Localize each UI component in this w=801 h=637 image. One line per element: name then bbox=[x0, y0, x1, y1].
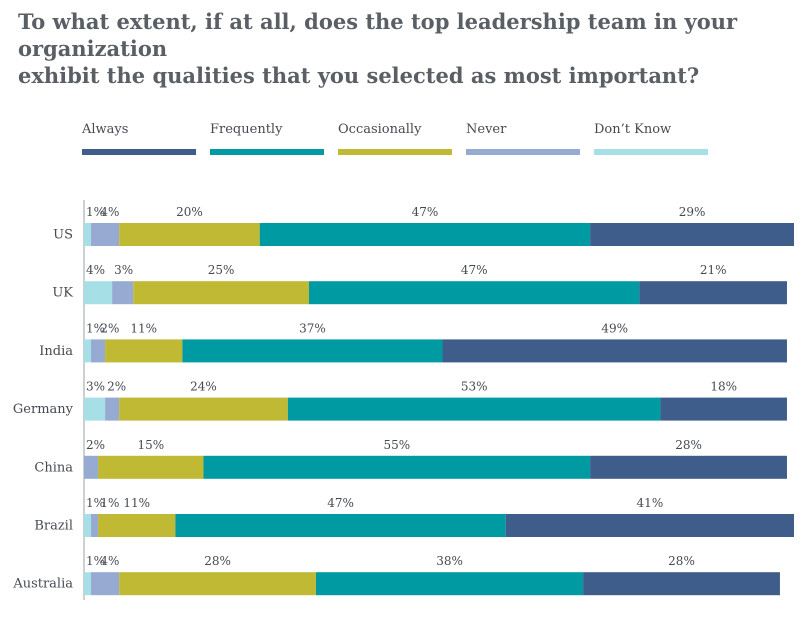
bar-segment-uk-occasionally bbox=[133, 281, 309, 305]
value-label-brazil-occasionally: 11% bbox=[123, 496, 150, 510]
bar-segment-brazil-always bbox=[505, 514, 794, 537]
value-label-us-frequently: 47% bbox=[412, 205, 439, 219]
bar-row-us: US 1%4% 20% 47% 29% bbox=[53, 205, 794, 246]
bar-segment-brazil-never bbox=[91, 514, 99, 537]
bar-segment-india-occasionally bbox=[105, 339, 183, 363]
value-label-us-never: 4% bbox=[100, 205, 119, 219]
bar-segment-us-never bbox=[91, 223, 120, 246]
bar-segment-australia-always bbox=[583, 572, 780, 596]
value-label-china-occasionally: 15% bbox=[137, 438, 164, 452]
bar-segment-germany-never bbox=[105, 397, 120, 421]
bar-row-germany: Germany 3% 2% 24% 53% 18% bbox=[13, 380, 787, 421]
value-label-india-occasionally: 11% bbox=[130, 321, 157, 335]
bar-segment-germany-don-t-know bbox=[84, 397, 106, 421]
legend-label-occasionally: Occasionally bbox=[338, 122, 422, 137]
legend-swatch-frequently bbox=[210, 149, 324, 155]
value-label-china-never: 2% bbox=[86, 438, 105, 452]
value-label-australia-don-t-know: 1% bbox=[86, 554, 105, 568]
legend-label-don-t-know: Don’t Know bbox=[594, 122, 671, 137]
bar-row-brazil: Brazil 1%1% 11% 47% 41% bbox=[34, 496, 794, 537]
bar-segment-india-don-t-know bbox=[84, 339, 92, 363]
bar-segment-us-frequently bbox=[259, 223, 591, 246]
chart-title-line-1: To what extent, if at all, does the top … bbox=[18, 9, 738, 61]
bar-segment-germany-always bbox=[660, 397, 787, 421]
chart-title-line-2: exhibit the qualities that you selected … bbox=[18, 63, 700, 88]
legend-label-always: Always bbox=[81, 122, 128, 137]
bar-segment-australia-don-t-know bbox=[84, 572, 92, 596]
chart-legend: Always Frequently Occasionally Never Don’t K… bbox=[81, 122, 708, 155]
bar-segment-china-never bbox=[84, 455, 99, 479]
category-label-australia: Australia bbox=[12, 577, 73, 592]
category-label-india: India bbox=[39, 344, 73, 359]
bar-segment-uk-never bbox=[112, 281, 134, 305]
value-label-australia-always: 28% bbox=[668, 554, 695, 568]
value-label-us-don-t-know: 1% bbox=[86, 205, 105, 219]
legend-swatch-occasionally bbox=[338, 149, 452, 155]
value-label-uk-don-t-know: 4% bbox=[86, 263, 105, 277]
category-label-brazil: Brazil bbox=[34, 519, 73, 534]
bar-segment-china-frequently bbox=[203, 455, 591, 479]
bar-segment-australia-occasionally bbox=[119, 572, 316, 596]
value-label-india-don-t-know: 1% bbox=[86, 321, 105, 335]
value-label-brazil-always: 41% bbox=[637, 496, 664, 510]
bar-row-india: India 1%2% 11% 37% 49% bbox=[39, 321, 787, 363]
bar-segment-india-never bbox=[91, 339, 106, 363]
value-label-us-always: 29% bbox=[679, 205, 706, 219]
value-label-australia-never: 4% bbox=[100, 554, 119, 568]
value-label-us-occasionally: 20% bbox=[176, 205, 203, 219]
bar-segment-us-always bbox=[590, 223, 794, 246]
category-label-uk: UK bbox=[52, 286, 73, 301]
bar-segment-australia-never bbox=[91, 572, 120, 596]
bar-segment-us-occasionally bbox=[119, 223, 260, 246]
bar-segment-china-always bbox=[590, 455, 787, 479]
value-label-uk-frequently: 47% bbox=[461, 263, 488, 277]
bar-segment-brazil-occasionally bbox=[98, 514, 176, 537]
bar-segment-uk-always bbox=[639, 281, 787, 305]
value-label-china-always: 28% bbox=[675, 438, 702, 452]
value-label-australia-frequently: 38% bbox=[436, 554, 463, 568]
legend-label-never: Never bbox=[466, 122, 507, 137]
value-label-uk-never: 3% bbox=[114, 263, 133, 277]
bar-segment-us-don-t-know bbox=[84, 223, 92, 246]
category-label-germany: Germany bbox=[13, 402, 74, 417]
bar-row-australia: Australia 1%4% 28% 38% 28% bbox=[12, 554, 780, 596]
value-label-china-frequently: 55% bbox=[383, 438, 410, 452]
value-label-germany-occasionally: 24% bbox=[190, 380, 217, 394]
value-label-brazil-don-t-know: 1% bbox=[86, 496, 105, 510]
bar-segment-china-occasionally bbox=[98, 455, 204, 479]
legend-swatch-never bbox=[466, 149, 580, 155]
bar-segment-australia-frequently bbox=[315, 572, 584, 596]
value-label-germany-never: 2% bbox=[107, 380, 126, 394]
bar-segment-brazil-don-t-know bbox=[84, 514, 92, 537]
value-label-germany-always: 18% bbox=[710, 380, 737, 394]
bar-segment-germany-occasionally bbox=[119, 397, 288, 421]
bar-segment-uk-frequently bbox=[308, 281, 640, 305]
chart-title: To what extent, if at all, does the top … bbox=[18, 8, 793, 89]
value-label-india-always: 49% bbox=[601, 321, 628, 335]
value-label-uk-occasionally: 25% bbox=[208, 263, 235, 277]
value-label-australia-occasionally: 28% bbox=[204, 554, 231, 568]
bar-segment-india-frequently bbox=[182, 339, 443, 363]
value-label-brazil-never: 1% bbox=[100, 496, 119, 510]
bar-segment-india-always bbox=[442, 339, 787, 363]
value-label-india-never: 2% bbox=[100, 321, 119, 335]
value-label-uk-always: 21% bbox=[700, 263, 727, 277]
bar-segment-germany-frequently bbox=[287, 397, 661, 421]
legend-swatch-don-t-know bbox=[594, 149, 708, 155]
value-label-india-frequently: 37% bbox=[299, 321, 326, 335]
value-label-brazil-frequently: 47% bbox=[327, 496, 354, 510]
value-label-germany-don-t-know: 3% bbox=[86, 380, 105, 394]
legend-label-frequently: Frequently bbox=[210, 122, 283, 137]
bar-row-uk: UK 4% 3% 25% 47% 21% bbox=[52, 263, 787, 305]
value-label-germany-frequently: 53% bbox=[461, 380, 488, 394]
legend-swatch-always bbox=[82, 149, 196, 155]
bar-segment-brazil-frequently bbox=[175, 514, 506, 537]
category-label-us: US bbox=[53, 228, 73, 243]
category-label-china: China bbox=[34, 460, 73, 475]
bar-row-china: China 2% 15% 55% 28% bbox=[34, 438, 787, 479]
bar-segment-uk-don-t-know bbox=[84, 281, 113, 305]
